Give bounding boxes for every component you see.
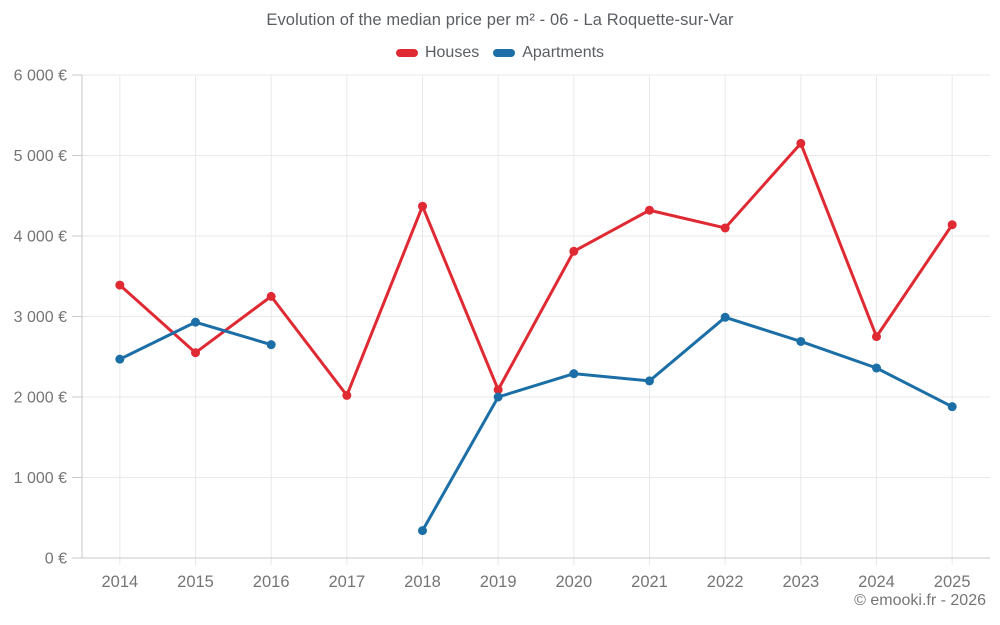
x-axis-label: 2017 xyxy=(328,573,365,591)
apartments-legend-swatch-icon xyxy=(493,49,516,57)
x-axis-label: 2025 xyxy=(934,573,971,591)
legend-item-houses[interactable]: Houses xyxy=(395,44,480,62)
x-axis-label: 2019 xyxy=(480,573,517,591)
x-axis-label: 2023 xyxy=(782,573,819,591)
data-point-apartments-2016[interactable] xyxy=(266,340,276,350)
x-axis-label: 2016 xyxy=(253,573,290,591)
x-axis-label: 2024 xyxy=(858,573,895,591)
data-point-apartments-2023[interactable] xyxy=(796,336,806,346)
y-axis-label: 6 000 € xyxy=(14,68,67,85)
y-axis-label: 5 000 € xyxy=(14,148,67,165)
x-axis-label: 2022 xyxy=(707,573,744,591)
copyright-footer: © emooki.fr - 2026 xyxy=(854,592,986,609)
data-point-houses-2017[interactable] xyxy=(342,390,352,400)
houses-legend-swatch-icon xyxy=(395,49,418,57)
data-point-apartments-2018[interactable] xyxy=(418,526,427,536)
data-point-houses-2014[interactable] xyxy=(115,280,125,290)
data-point-houses-2016[interactable] xyxy=(266,291,276,301)
data-point-apartments-2019[interactable] xyxy=(493,392,503,402)
legend-item-apartments[interactable]: Apartments xyxy=(493,44,604,62)
houses-legend-label: Houses xyxy=(424,44,480,61)
chart-title: Evolution of the median price per m² - 0… xyxy=(266,11,734,29)
x-axis-label: 2014 xyxy=(101,573,138,591)
data-point-houses-2023[interactable] xyxy=(796,138,806,148)
series-line-apartments xyxy=(421,315,954,533)
data-point-apartments-2022[interactable] xyxy=(720,312,730,322)
data-point-apartments-2020[interactable] xyxy=(569,369,579,379)
data-point-houses-2020[interactable] xyxy=(569,246,579,256)
data-point-apartments-2014[interactable] xyxy=(115,354,125,364)
data-point-houses-2022[interactable] xyxy=(720,223,730,233)
legend: Houses Apartments xyxy=(0,44,1000,62)
data-point-houses-2025[interactable] xyxy=(947,220,957,230)
x-axis-label: 2018 xyxy=(404,573,441,591)
series-line-houses xyxy=(118,141,954,397)
data-point-houses-2018[interactable] xyxy=(418,201,427,211)
x-axis-label: 2020 xyxy=(555,573,592,591)
data-point-apartments-2025[interactable] xyxy=(947,402,957,412)
data-point-houses-2024[interactable] xyxy=(872,332,881,342)
apartments-legend-label: Apartments xyxy=(522,44,605,61)
y-axis-label: 4 000 € xyxy=(14,229,67,246)
x-axis-label: 2015 xyxy=(177,573,214,591)
data-point-houses-2021[interactable] xyxy=(645,205,654,215)
data-point-apartments-2024[interactable] xyxy=(872,363,881,373)
data-point-apartments-2021[interactable] xyxy=(645,376,654,386)
y-axis-label: 0 € xyxy=(45,551,67,568)
x-axis-label: 2021 xyxy=(631,573,668,591)
y-axis-label: 1 000 € xyxy=(14,470,67,487)
y-axis-label: 3 000 € xyxy=(14,309,67,326)
y-axis-label: 2 000 € xyxy=(14,390,67,407)
data-point-houses-2015[interactable] xyxy=(191,348,200,358)
data-point-apartments-2015[interactable] xyxy=(191,317,200,327)
data-point-houses-2019[interactable] xyxy=(493,385,503,395)
